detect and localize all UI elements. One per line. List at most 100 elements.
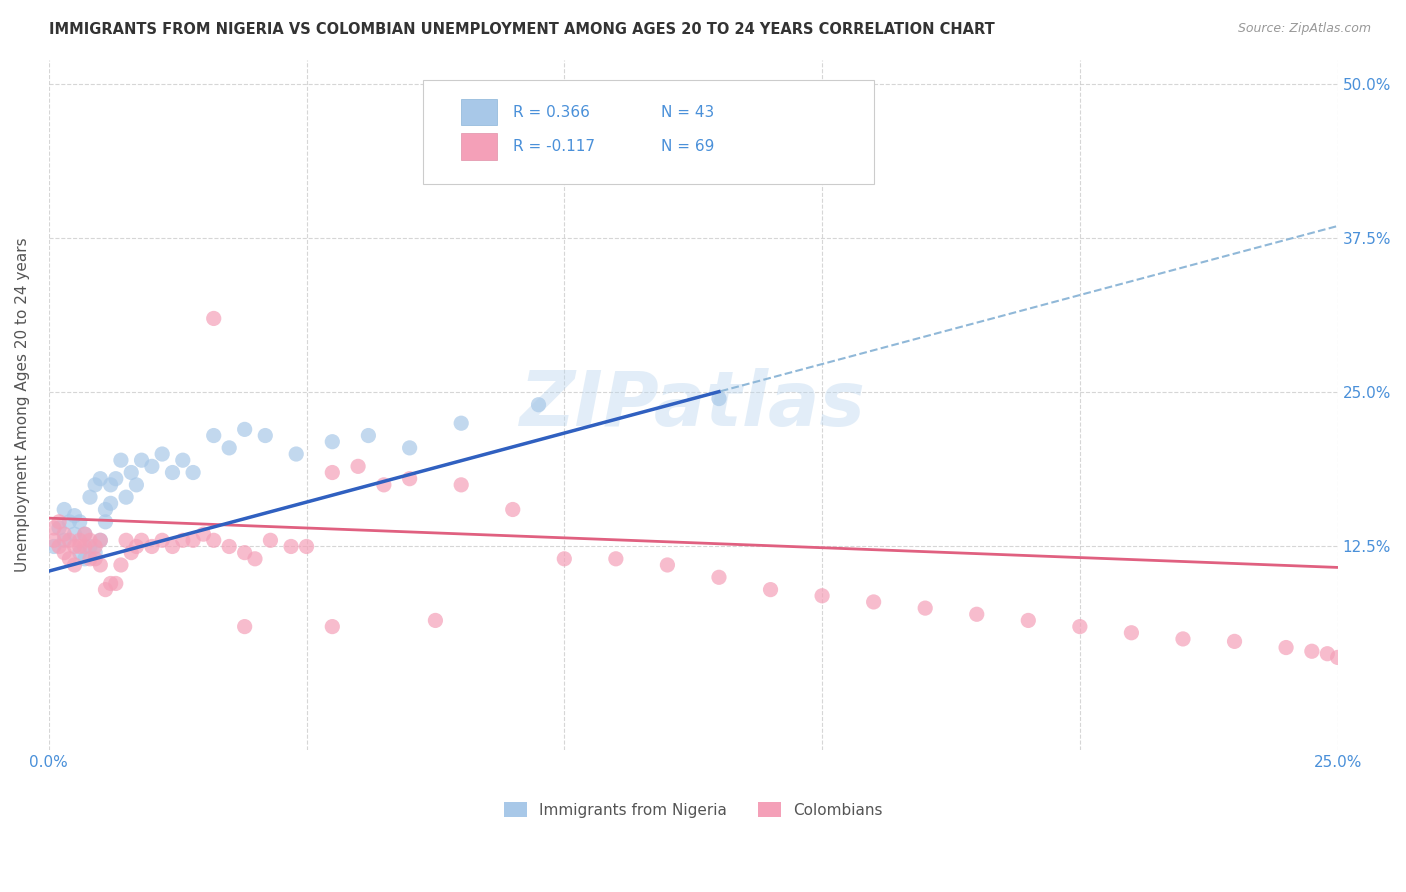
Point bbox=[527, 398, 550, 412]
Point bbox=[48, 540, 70, 554]
Point bbox=[53, 546, 76, 560]
Point bbox=[141, 540, 163, 554]
Point bbox=[63, 508, 86, 523]
Point bbox=[707, 392, 730, 406]
Point bbox=[53, 527, 76, 541]
Point bbox=[398, 441, 420, 455]
Point bbox=[450, 478, 472, 492]
Point bbox=[1121, 625, 1143, 640]
Point bbox=[120, 466, 142, 480]
Point bbox=[69, 546, 91, 560]
Point bbox=[233, 619, 256, 633]
Point bbox=[373, 478, 395, 492]
Point bbox=[89, 533, 111, 548]
Y-axis label: Unemployment Among Ages 20 to 24 years: Unemployment Among Ages 20 to 24 years bbox=[15, 237, 30, 572]
Point bbox=[131, 453, 153, 467]
Legend: Immigrants from Nigeria, Colombians: Immigrants from Nigeria, Colombians bbox=[498, 796, 889, 823]
Point bbox=[69, 515, 91, 529]
Text: R = -0.117: R = -0.117 bbox=[513, 139, 595, 154]
Point bbox=[48, 515, 70, 529]
Point bbox=[94, 515, 117, 529]
Point bbox=[84, 540, 107, 554]
Point bbox=[53, 502, 76, 516]
Point bbox=[193, 527, 215, 541]
Point bbox=[73, 540, 96, 554]
Point bbox=[707, 570, 730, 584]
Point bbox=[254, 428, 277, 442]
Point bbox=[125, 478, 148, 492]
Point bbox=[73, 527, 96, 541]
Point bbox=[181, 533, 204, 548]
Point bbox=[94, 582, 117, 597]
Point bbox=[53, 533, 76, 548]
Point bbox=[1326, 650, 1348, 665]
Point bbox=[104, 576, 127, 591]
Point bbox=[162, 540, 184, 554]
Point bbox=[966, 607, 988, 622]
Point bbox=[125, 540, 148, 554]
Point bbox=[811, 589, 834, 603]
Point bbox=[1316, 647, 1339, 661]
Point bbox=[79, 490, 101, 504]
Text: N = 69: N = 69 bbox=[661, 139, 714, 154]
Point bbox=[321, 466, 343, 480]
Point bbox=[84, 551, 107, 566]
Point bbox=[115, 533, 138, 548]
Point bbox=[202, 428, 225, 442]
Point bbox=[1069, 619, 1091, 633]
Point bbox=[914, 601, 936, 615]
Point bbox=[862, 595, 884, 609]
Point bbox=[58, 533, 80, 548]
Point bbox=[100, 478, 122, 492]
Point bbox=[110, 558, 132, 572]
Point bbox=[63, 558, 86, 572]
Point bbox=[1171, 632, 1194, 646]
Point bbox=[84, 546, 107, 560]
Point bbox=[162, 466, 184, 480]
Text: N = 43: N = 43 bbox=[661, 104, 714, 120]
Point bbox=[63, 540, 86, 554]
Point bbox=[450, 416, 472, 430]
Point bbox=[69, 540, 91, 554]
Point bbox=[285, 447, 308, 461]
Point bbox=[150, 533, 173, 548]
Point bbox=[79, 551, 101, 566]
Point bbox=[259, 533, 281, 548]
Point bbox=[79, 540, 101, 554]
Point bbox=[295, 540, 318, 554]
Point bbox=[553, 551, 575, 566]
Point bbox=[759, 582, 782, 597]
Point bbox=[79, 533, 101, 548]
Point bbox=[69, 533, 91, 548]
FancyBboxPatch shape bbox=[461, 134, 498, 160]
Point bbox=[100, 576, 122, 591]
Point bbox=[218, 441, 240, 455]
Point bbox=[605, 551, 627, 566]
Point bbox=[131, 533, 153, 548]
Point bbox=[218, 540, 240, 554]
Point bbox=[150, 447, 173, 461]
Point bbox=[73, 527, 96, 541]
Point bbox=[181, 466, 204, 480]
Point bbox=[100, 496, 122, 510]
Point bbox=[398, 472, 420, 486]
Point bbox=[347, 459, 370, 474]
Point bbox=[120, 546, 142, 560]
Point bbox=[233, 546, 256, 560]
Point bbox=[42, 540, 65, 554]
Point bbox=[233, 422, 256, 436]
Point bbox=[172, 453, 194, 467]
Text: ZIPatlas: ZIPatlas bbox=[520, 368, 866, 442]
Point bbox=[42, 533, 65, 548]
Point bbox=[89, 472, 111, 486]
Point bbox=[1275, 640, 1298, 655]
Point bbox=[115, 490, 138, 504]
FancyBboxPatch shape bbox=[423, 80, 873, 184]
Point bbox=[202, 311, 225, 326]
Point bbox=[58, 515, 80, 529]
Point bbox=[425, 614, 447, 628]
Text: R = 0.366: R = 0.366 bbox=[513, 104, 589, 120]
Point bbox=[321, 434, 343, 449]
Point bbox=[84, 478, 107, 492]
FancyBboxPatch shape bbox=[461, 99, 498, 125]
